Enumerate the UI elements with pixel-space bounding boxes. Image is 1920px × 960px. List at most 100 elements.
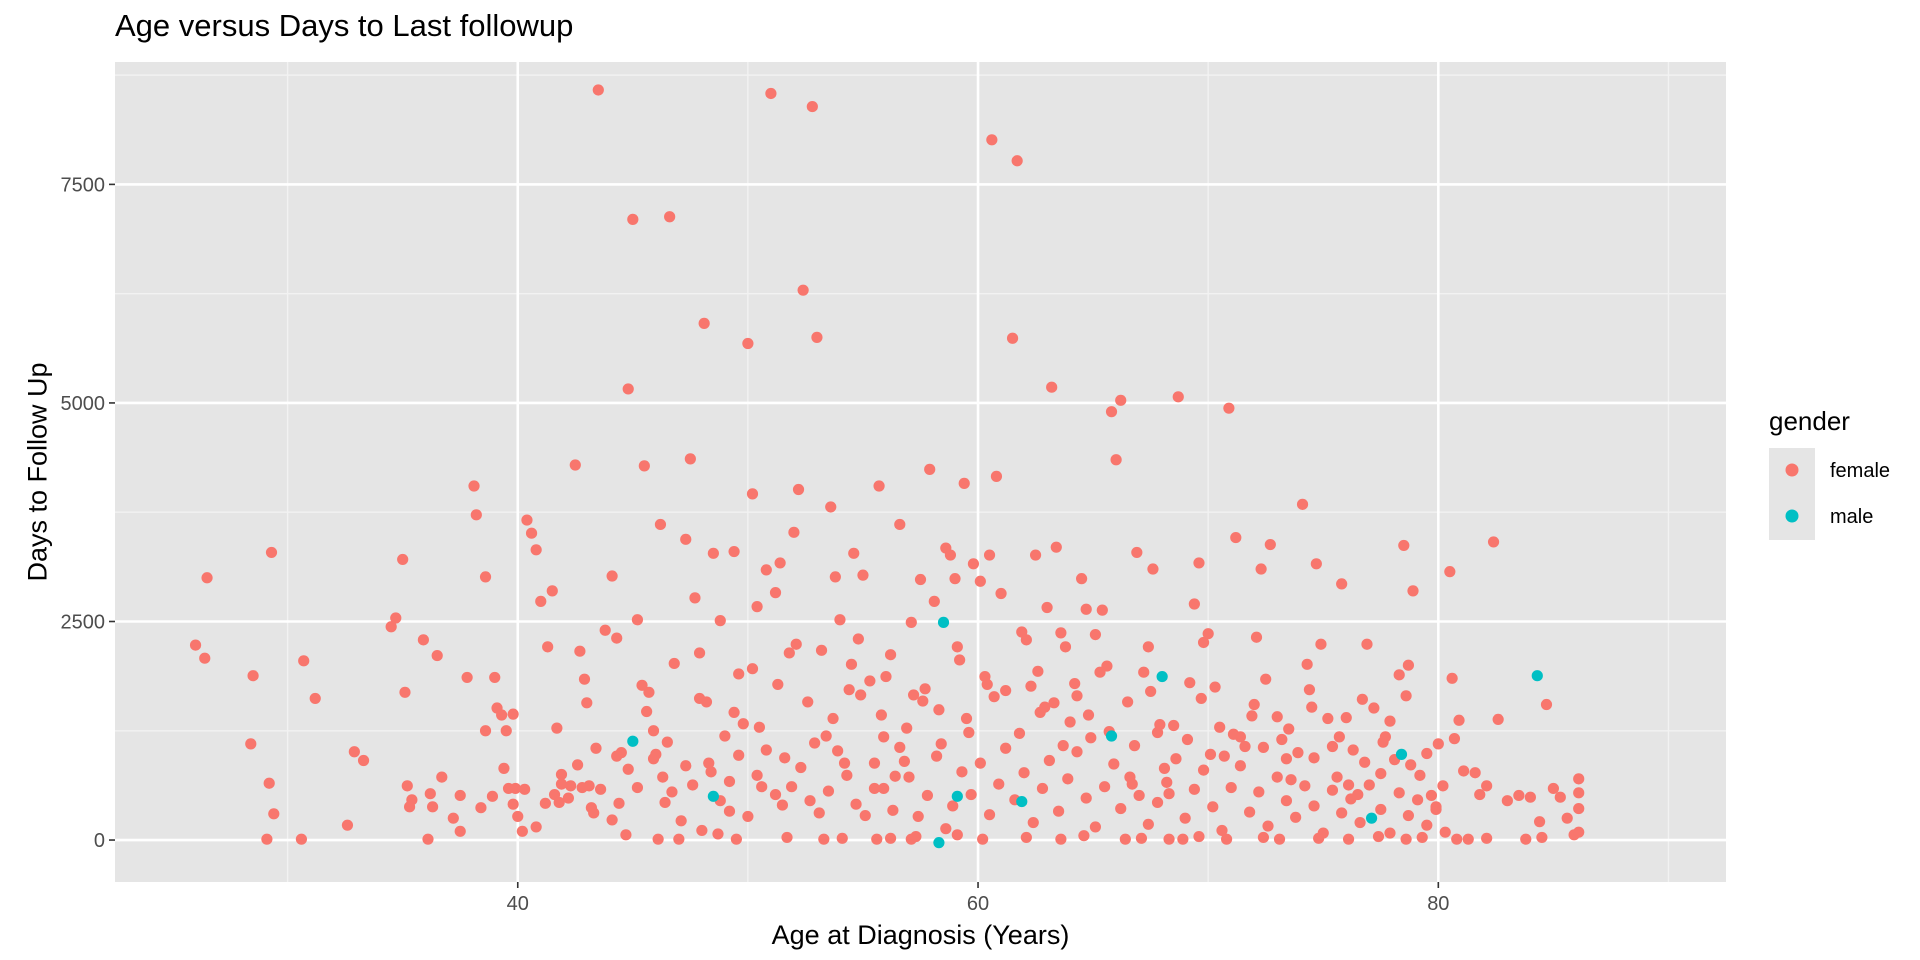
data-point-female [673, 833, 685, 845]
data-point-female [1255, 563, 1267, 575]
data-point-female [1273, 833, 1286, 845]
data-point-female [1285, 774, 1297, 786]
data-point-female [1296, 498, 1309, 510]
data-point-female [1336, 807, 1348, 819]
data-point-female [1271, 711, 1283, 723]
data-point-female [1218, 750, 1230, 762]
data-point-male [933, 837, 945, 849]
data-point-female [859, 809, 871, 822]
data-point-female [399, 686, 411, 698]
data-point-female [733, 668, 745, 680]
data-point-female [1393, 787, 1405, 799]
data-point-female [1501, 795, 1513, 807]
data-point-female [1405, 759, 1417, 771]
data-point-female [1474, 788, 1486, 801]
data-point-female [1043, 754, 1055, 767]
data-point-female [737, 718, 749, 730]
data-point-female [1384, 715, 1396, 727]
data-point-female [385, 621, 397, 633]
data-point-female [924, 463, 936, 475]
data-point-female [1163, 788, 1175, 800]
data-point-female [397, 553, 409, 566]
data-point-female [631, 781, 644, 794]
data-point-female [905, 616, 917, 628]
data-point-female [1262, 820, 1274, 832]
data-point-female [1260, 673, 1272, 685]
data-point-female [461, 671, 473, 684]
data-point-female [1290, 811, 1302, 823]
data-point-female [422, 833, 434, 845]
data-point-female [1398, 539, 1410, 552]
data-point-female [654, 518, 667, 531]
data-point-female [894, 741, 906, 753]
data-point-female [1052, 805, 1065, 817]
data-point-female [1421, 747, 1433, 760]
data-point-female [848, 547, 860, 559]
data-point-female [1375, 803, 1387, 816]
data-point-female [873, 480, 885, 492]
data-point-female [489, 671, 501, 684]
data-point-female [1195, 692, 1207, 705]
major-gridlines [115, 62, 1726, 882]
data-point-female [687, 779, 699, 791]
data-point-female [1481, 832, 1493, 844]
axes: 40 60 80 0 2500 5000 7500 [61, 174, 1450, 915]
data-point-female [1048, 697, 1060, 709]
data-point-female [903, 771, 915, 783]
data-point-female [1430, 801, 1442, 813]
legend-key-male [1785, 509, 1799, 523]
data-point-female [576, 781, 588, 794]
legend: gender female male [1769, 406, 1890, 540]
data-point-female [1342, 833, 1355, 845]
data-point-female [1076, 573, 1088, 585]
data-point-female [772, 678, 784, 691]
data-point-male [1156, 670, 1168, 683]
data-point-female [631, 614, 644, 626]
data-point-female [1444, 566, 1456, 578]
data-point-female [689, 592, 701, 604]
data-point-female [1372, 830, 1385, 843]
data-point-female [1384, 827, 1396, 839]
data-point-female [1197, 764, 1210, 776]
data-point-female [797, 284, 809, 296]
data-point-female [516, 825, 528, 837]
data-point-female [479, 571, 492, 583]
data-point-female [1377, 736, 1389, 748]
data-point-female [1299, 780, 1311, 792]
data-point-female [652, 833, 664, 845]
data-point-female [1099, 781, 1111, 793]
data-point-female [1154, 719, 1166, 731]
data-point-female [960, 712, 973, 725]
data-point-female [795, 761, 807, 774]
data-point-female [1064, 716, 1076, 728]
data-point-female [1214, 721, 1226, 733]
data-point-female [1573, 787, 1585, 799]
data-point-female [657, 771, 669, 783]
data-point-female [595, 783, 607, 795]
data-point-male [1395, 748, 1408, 760]
data-point-female [878, 782, 890, 795]
y-tick-label: 5000 [61, 393, 106, 415]
data-point-female [1536, 831, 1548, 844]
data-point-female [884, 832, 897, 844]
data-point-female [1055, 833, 1067, 845]
data-point-female [1170, 753, 1182, 765]
data-point-female [263, 777, 275, 789]
data-point-female [309, 692, 321, 705]
data-point-female [852, 633, 864, 645]
data-point-female [1041, 601, 1053, 614]
data-point-female [1271, 771, 1283, 783]
data-point-female [606, 570, 618, 582]
x-tick-label: 40 [507, 893, 529, 915]
data-point-female [1000, 742, 1012, 754]
data-point-female [539, 797, 551, 809]
data-point-female [592, 84, 604, 96]
data-point-female [426, 801, 439, 813]
data-point-female [1188, 783, 1200, 795]
data-point-female [1142, 641, 1154, 653]
data-point-female [864, 675, 876, 687]
data-point-female [889, 770, 901, 782]
data-point-male [1531, 670, 1543, 682]
data-point-female [599, 624, 611, 636]
